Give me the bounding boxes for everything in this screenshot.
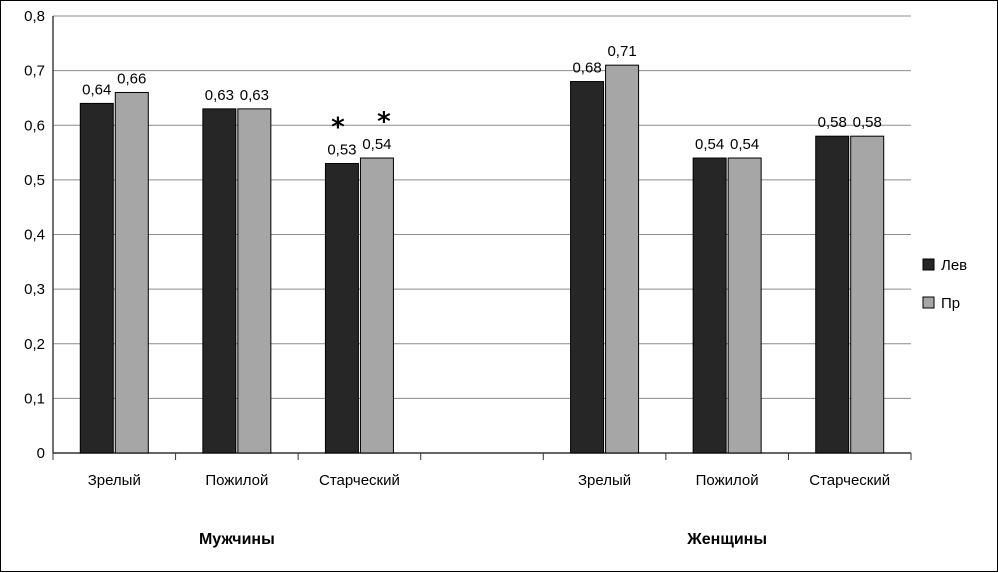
y-tick-label: 0,6	[24, 117, 45, 134]
data-label: 0,71	[607, 43, 636, 60]
legend-label: Пр	[941, 295, 960, 312]
data-label: 0,54	[362, 136, 391, 153]
category-label: Зрелый	[578, 472, 631, 489]
legend-swatch	[922, 258, 935, 271]
bar-pr	[359, 157, 394, 454]
bar-lev	[570, 81, 605, 454]
data-label: 0,64	[82, 81, 111, 98]
category-label: Старческий	[319, 472, 400, 489]
bar-lev	[692, 157, 727, 454]
data-label: 0,58	[818, 114, 847, 131]
bar-pr	[727, 157, 762, 454]
y-tick-label: 0,3	[24, 281, 45, 298]
bar-pr	[114, 91, 149, 454]
bar-lev	[79, 102, 114, 454]
category-label: Пожилой	[205, 472, 268, 489]
y-tick-label: 0	[37, 445, 45, 462]
bar-lev	[202, 108, 237, 454]
y-tick-label: 0,7	[24, 63, 45, 80]
data-label: 0,58	[853, 114, 882, 131]
data-label: 0,66	[117, 70, 146, 87]
group-label: Женщины	[686, 531, 767, 548]
category-label: Зрелый	[88, 472, 141, 489]
significance-asterisk: *	[377, 107, 391, 137]
data-label: 0,54	[730, 136, 759, 153]
legend-swatch	[922, 296, 935, 309]
y-tick-label: 0,1	[24, 390, 45, 407]
category-label: Пожилой	[696, 472, 759, 489]
category-label: Старческий	[809, 472, 890, 489]
bar-lev	[815, 135, 850, 454]
y-tick-label: 0,2	[24, 336, 45, 353]
bar-lev	[324, 162, 359, 454]
group-label: Мужчины	[199, 531, 275, 548]
y-tick-label: 0,4	[24, 227, 45, 244]
legend-label: Лев	[941, 257, 967, 274]
data-label: 0,63	[240, 87, 269, 104]
data-label: 0,54	[695, 136, 724, 153]
bar-pr	[850, 135, 885, 454]
bar-pr	[605, 64, 640, 454]
data-label: 0,68	[572, 60, 601, 77]
bar-pr	[237, 108, 272, 454]
y-tick-label: 0,8	[24, 8, 45, 25]
data-label: 0,63	[205, 87, 234, 104]
data-label: 0,53	[327, 141, 356, 158]
y-tick-label: 0,5	[24, 172, 45, 189]
significance-asterisk: *	[331, 112, 345, 142]
